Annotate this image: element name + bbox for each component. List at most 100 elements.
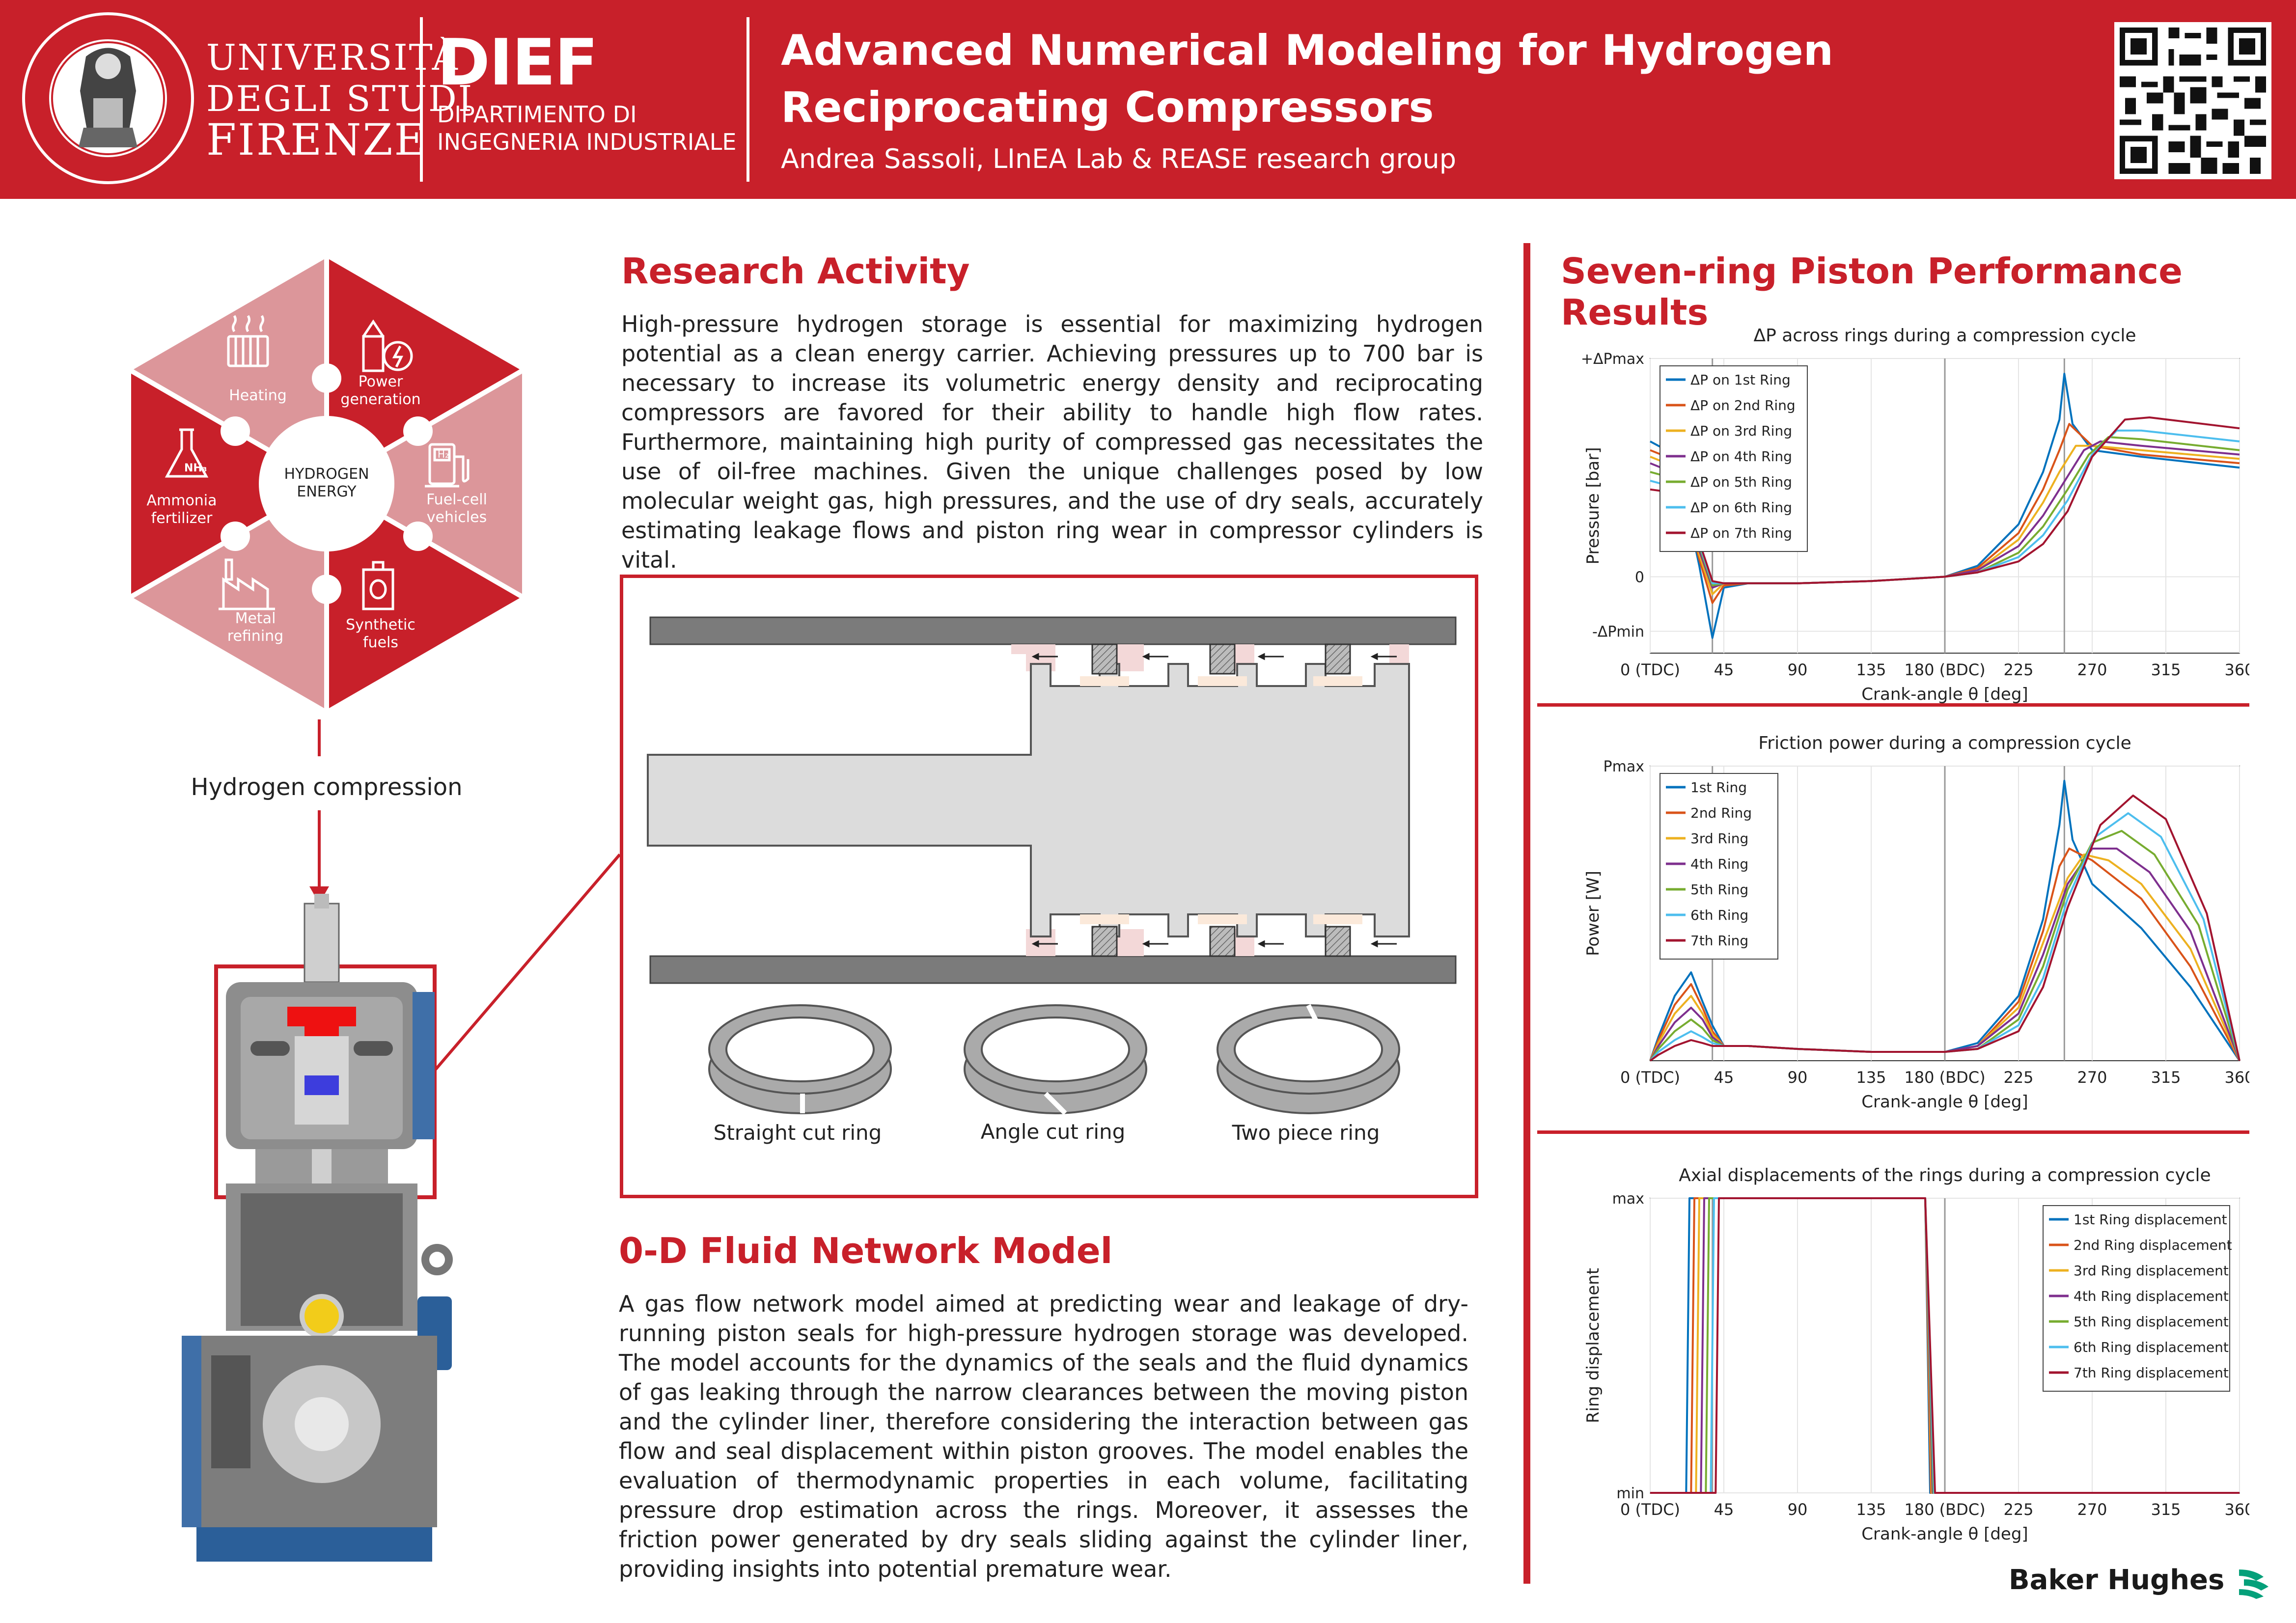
h2-label: H₂ — [438, 448, 449, 460]
x-tick-label: 315 — [2151, 1068, 2181, 1087]
legend-label: 4th Ring displacement — [2074, 1288, 2229, 1304]
power-plant-icon — [362, 319, 413, 372]
x-tick-label: 270 — [2077, 1500, 2107, 1519]
x-tick-label: 0 (TDC) — [1620, 1068, 1680, 1087]
x-tick-label: 135 — [1856, 1500, 1886, 1519]
legend-label: ΔP on 4th Ring — [1690, 448, 1792, 465]
x-tick-label: 360 — [2224, 1500, 2249, 1519]
hydrogen-energy-hexagon: NH₃ H₂ Heating Power generation Fuel-cell… — [106, 255, 548, 712]
x-tick-label: 225 — [2003, 1068, 2033, 1087]
y-axis-label: Power [W] — [1583, 871, 1603, 956]
segment-label: refining — [227, 628, 284, 645]
legend-label: 5th Ring — [1690, 881, 1748, 898]
title-line-2: Reciprocating Compressors — [781, 83, 1434, 132]
x-tick-label: 45 — [1714, 660, 1734, 679]
baker-hughes-mark-icon — [2239, 1569, 2268, 1599]
results-title: Seven-ring Piston Performance Results — [1561, 250, 2183, 333]
chart-title: ΔP across rings during a compression cyc… — [1753, 326, 2136, 346]
x-tick-label: 315 — [2151, 660, 2181, 679]
fuel-pump-icon — [425, 443, 470, 488]
chart-divider — [1537, 703, 2249, 707]
university-line-2: DEGLI STUDI — [206, 78, 474, 119]
hydrogen-compression-label: Hydrogen compression — [191, 773, 463, 801]
center-line-2: ENERGY — [297, 483, 357, 500]
legend-label: 3rd Ring — [1690, 830, 1748, 847]
series-line — [1650, 1197, 2240, 1494]
y-tick-label: +ΔPmax — [1581, 351, 1644, 368]
straight-cut-ring-label: Straight cut ring — [713, 1121, 882, 1145]
y-tick-label: 0 — [1635, 569, 1644, 586]
legend-label: ΔP on 3rd Ring — [1690, 423, 1792, 439]
ring-displacement-chart: Axial displacements of the rings during … — [1583, 1165, 2249, 1544]
legend-label: ΔP on 5th Ring — [1690, 474, 1792, 490]
research-text: High-pressure hydrogen storage is essent… — [621, 311, 1483, 573]
university-line-3: FIRENZE — [206, 114, 427, 165]
compressor-cutaway-image — [182, 894, 453, 1562]
segment-synthetic-fuels: Synthetic fuels — [317, 616, 444, 652]
title-line-1: Advanced Numerical Modeling for Hydrogen — [781, 26, 1833, 75]
poster-title: Advanced Numerical Modeling for Hydrogen… — [781, 22, 2058, 136]
segment-label: Ammonia — [146, 492, 217, 509]
segment-fuel-cell: Fuel-cell vehicles — [393, 491, 521, 526]
segment-heating: Heating — [194, 387, 322, 405]
legend-label: ΔP on 7th Ring — [1690, 525, 1792, 541]
qr-code-icon[interactable] — [2114, 22, 2271, 179]
nh3-label: NH₃ — [184, 462, 207, 474]
x-tick-label: 135 — [1856, 660, 1886, 679]
department-line-2: INGEGNERIA INDUSTRIALE — [437, 129, 737, 155]
fuel-can-icon — [362, 561, 394, 610]
x-axis-label: Crank-angle θ [deg] — [1861, 1092, 2028, 1112]
x-tick-label: 90 — [1788, 1068, 1808, 1087]
legend-label: 3rd Ring displacement — [2074, 1263, 2229, 1279]
x-tick-label: 180 (BDC) — [1904, 660, 1985, 679]
x-tick-label: 45 — [1714, 1500, 1734, 1519]
y-tick-label: Pmax — [1604, 758, 1644, 775]
x-tick-label: 225 — [2003, 660, 2033, 679]
segment-label: fuels — [363, 634, 398, 651]
legend-label: ΔP on 6th Ring — [1690, 499, 1792, 516]
x-axis-label: Crank-angle θ [deg] — [1861, 685, 2028, 704]
x-tick-label: 0 (TDC) — [1620, 1500, 1680, 1519]
legend-label: 5th Ring displacement — [2074, 1314, 2229, 1330]
legend-label: 7th Ring — [1690, 933, 1748, 949]
fluid-network-title: 0-D Fluid Network Model — [619, 1230, 1113, 1271]
angle-cut-ring-label: Angle cut ring — [980, 1120, 1126, 1144]
friction-power-chart: Friction power during a compression cycl… — [1583, 733, 2249, 1112]
university-line-1: UNIVERSITÀ — [206, 37, 459, 78]
x-tick-label: 135 — [1856, 1068, 1886, 1087]
y-tick-label: min — [1616, 1485, 1644, 1502]
segment-metal-refining: Metal refining — [192, 610, 319, 645]
y-tick-label: -ΔPmin — [1592, 624, 1644, 641]
legend-box — [2043, 1205, 2230, 1392]
department-name: DIPARTIMENTO DI INGEGNERIA INDUSTRIALE — [437, 101, 736, 156]
chart-divider — [1537, 1130, 2249, 1134]
dief-logo: DIEF — [437, 25, 598, 100]
authors: Andrea Sassoli, LInEA Lab & REASE resear… — [781, 143, 1457, 174]
y-tick-label: max — [1612, 1190, 1644, 1208]
segment-ammonia: Ammonia fertilizer — [118, 492, 246, 527]
segment-label: generation — [340, 391, 421, 408]
university-name: UNIVERSITÀ DEGLI STUDI FIRENZE — [206, 37, 474, 165]
segment-label: Synthetic — [346, 616, 415, 633]
legend-label: ΔP on 2nd Ring — [1690, 397, 1796, 413]
delta-p-chart: ΔP across rings during a compression cyc… — [1581, 326, 2249, 704]
legend-box — [1660, 773, 1778, 960]
segment-label: Fuel-cell — [426, 491, 487, 508]
x-tick-label: 360 — [2224, 660, 2249, 679]
legend-label: 7th Ring displacement — [2074, 1365, 2229, 1381]
legend-label: ΔP on 1st Ring — [1690, 372, 1791, 388]
x-tick-label: 180 (BDC) — [1904, 1068, 1985, 1087]
x-tick-label: 90 — [1788, 1500, 1808, 1519]
university-seal-icon — [22, 12, 194, 184]
x-tick-label: 90 — [1788, 660, 1808, 679]
legend-label: 2nd Ring — [1690, 805, 1752, 821]
chart-title: Axial displacements of the rings during … — [1679, 1165, 2211, 1185]
y-axis-label: Ring displacement — [1583, 1268, 1603, 1423]
center-line-1: HYDROGEN — [284, 466, 369, 483]
header-divider — [747, 17, 749, 182]
x-axis-label: Crank-angle θ [deg] — [1861, 1524, 2028, 1544]
legend-label: 6th Ring displacement — [2074, 1339, 2229, 1355]
x-tick-label: 0 (TDC) — [1620, 660, 1680, 679]
segment-power: Power generation — [317, 373, 444, 409]
header-banner: UNIVERSITÀ DEGLI STUDI FIRENZE DIEF DIPA… — [0, 0, 2296, 199]
